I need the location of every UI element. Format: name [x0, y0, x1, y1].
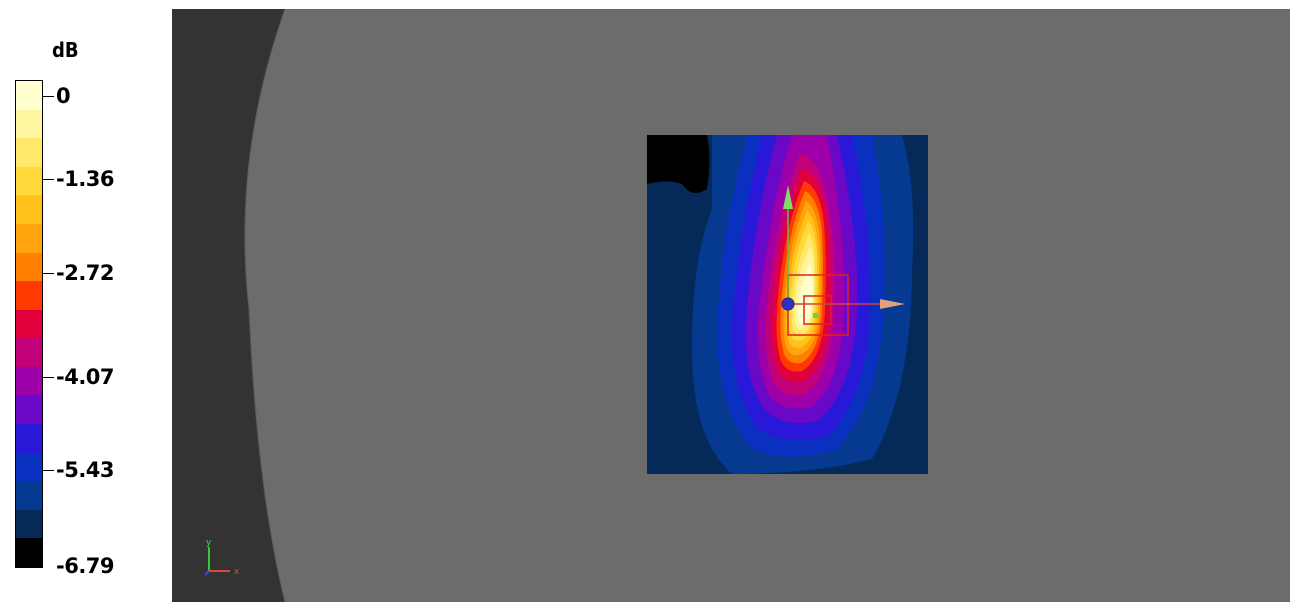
origin-handle[interactable] — [781, 297, 795, 311]
field-distribution-map — [647, 135, 928, 474]
colorbar-segment — [16, 424, 42, 454]
colorbar-segment — [16, 138, 42, 168]
x-axis-arrow[interactable] — [880, 299, 905, 309]
triad-y-label: y — [206, 538, 212, 548]
probe-inner-box — [803, 295, 832, 325]
colorbar — [15, 80, 43, 568]
tick-mark — [42, 470, 54, 471]
colorbar-segment — [16, 309, 42, 339]
colorbar-segment — [16, 281, 42, 311]
tick-mark — [42, 96, 54, 97]
tick-label-2: -2.72 — [56, 261, 115, 285]
triad-x-label: x — [234, 567, 240, 577]
tick-label-4: -5.43 — [56, 458, 115, 482]
colorbar-segment — [16, 452, 42, 482]
colorbar-segment — [16, 338, 42, 368]
phantom-edge — [172, 9, 285, 602]
probe-center-marker — [813, 313, 818, 318]
tick-mark — [42, 377, 54, 378]
triad-z-axis — [204, 570, 210, 576]
tick-mark — [42, 273, 54, 274]
axis-triad: y x — [204, 538, 240, 577]
tick-label-3: -4.07 — [56, 365, 115, 389]
colorbar-segment — [16, 223, 42, 254]
colorbar-segment — [16, 538, 42, 568]
colorbar-segment — [16, 166, 42, 196]
probe-overlay[interactable] — [781, 185, 905, 336]
colorbar-segment — [16, 81, 42, 111]
3d-viewport[interactable]: y x — [172, 9, 1290, 602]
tick-label-5: -6.79 — [56, 554, 115, 578]
tick-label-0: 0 — [56, 84, 71, 108]
scene-canvas[interactable]: y x — [172, 9, 1290, 602]
colorbar-segment — [16, 252, 42, 282]
colorbar-legend: dB 0 -1.36 -2.72 -4.07 -5.43 -6.79 — [0, 0, 172, 602]
colorbar-segment — [16, 395, 42, 425]
tick-mark — [42, 179, 54, 180]
colorbar-segment — [16, 481, 42, 511]
tick-label-1: -1.36 — [56, 167, 115, 191]
colorbar-segment — [16, 366, 42, 396]
colorbar-segment — [16, 509, 42, 539]
phantom-boundary — [244, 9, 286, 602]
colorbar-segment — [16, 109, 42, 139]
y-axis-arrow[interactable] — [783, 185, 793, 209]
colorbar-segment — [16, 195, 42, 225]
legend-unit-label: dB — [52, 38, 79, 62]
